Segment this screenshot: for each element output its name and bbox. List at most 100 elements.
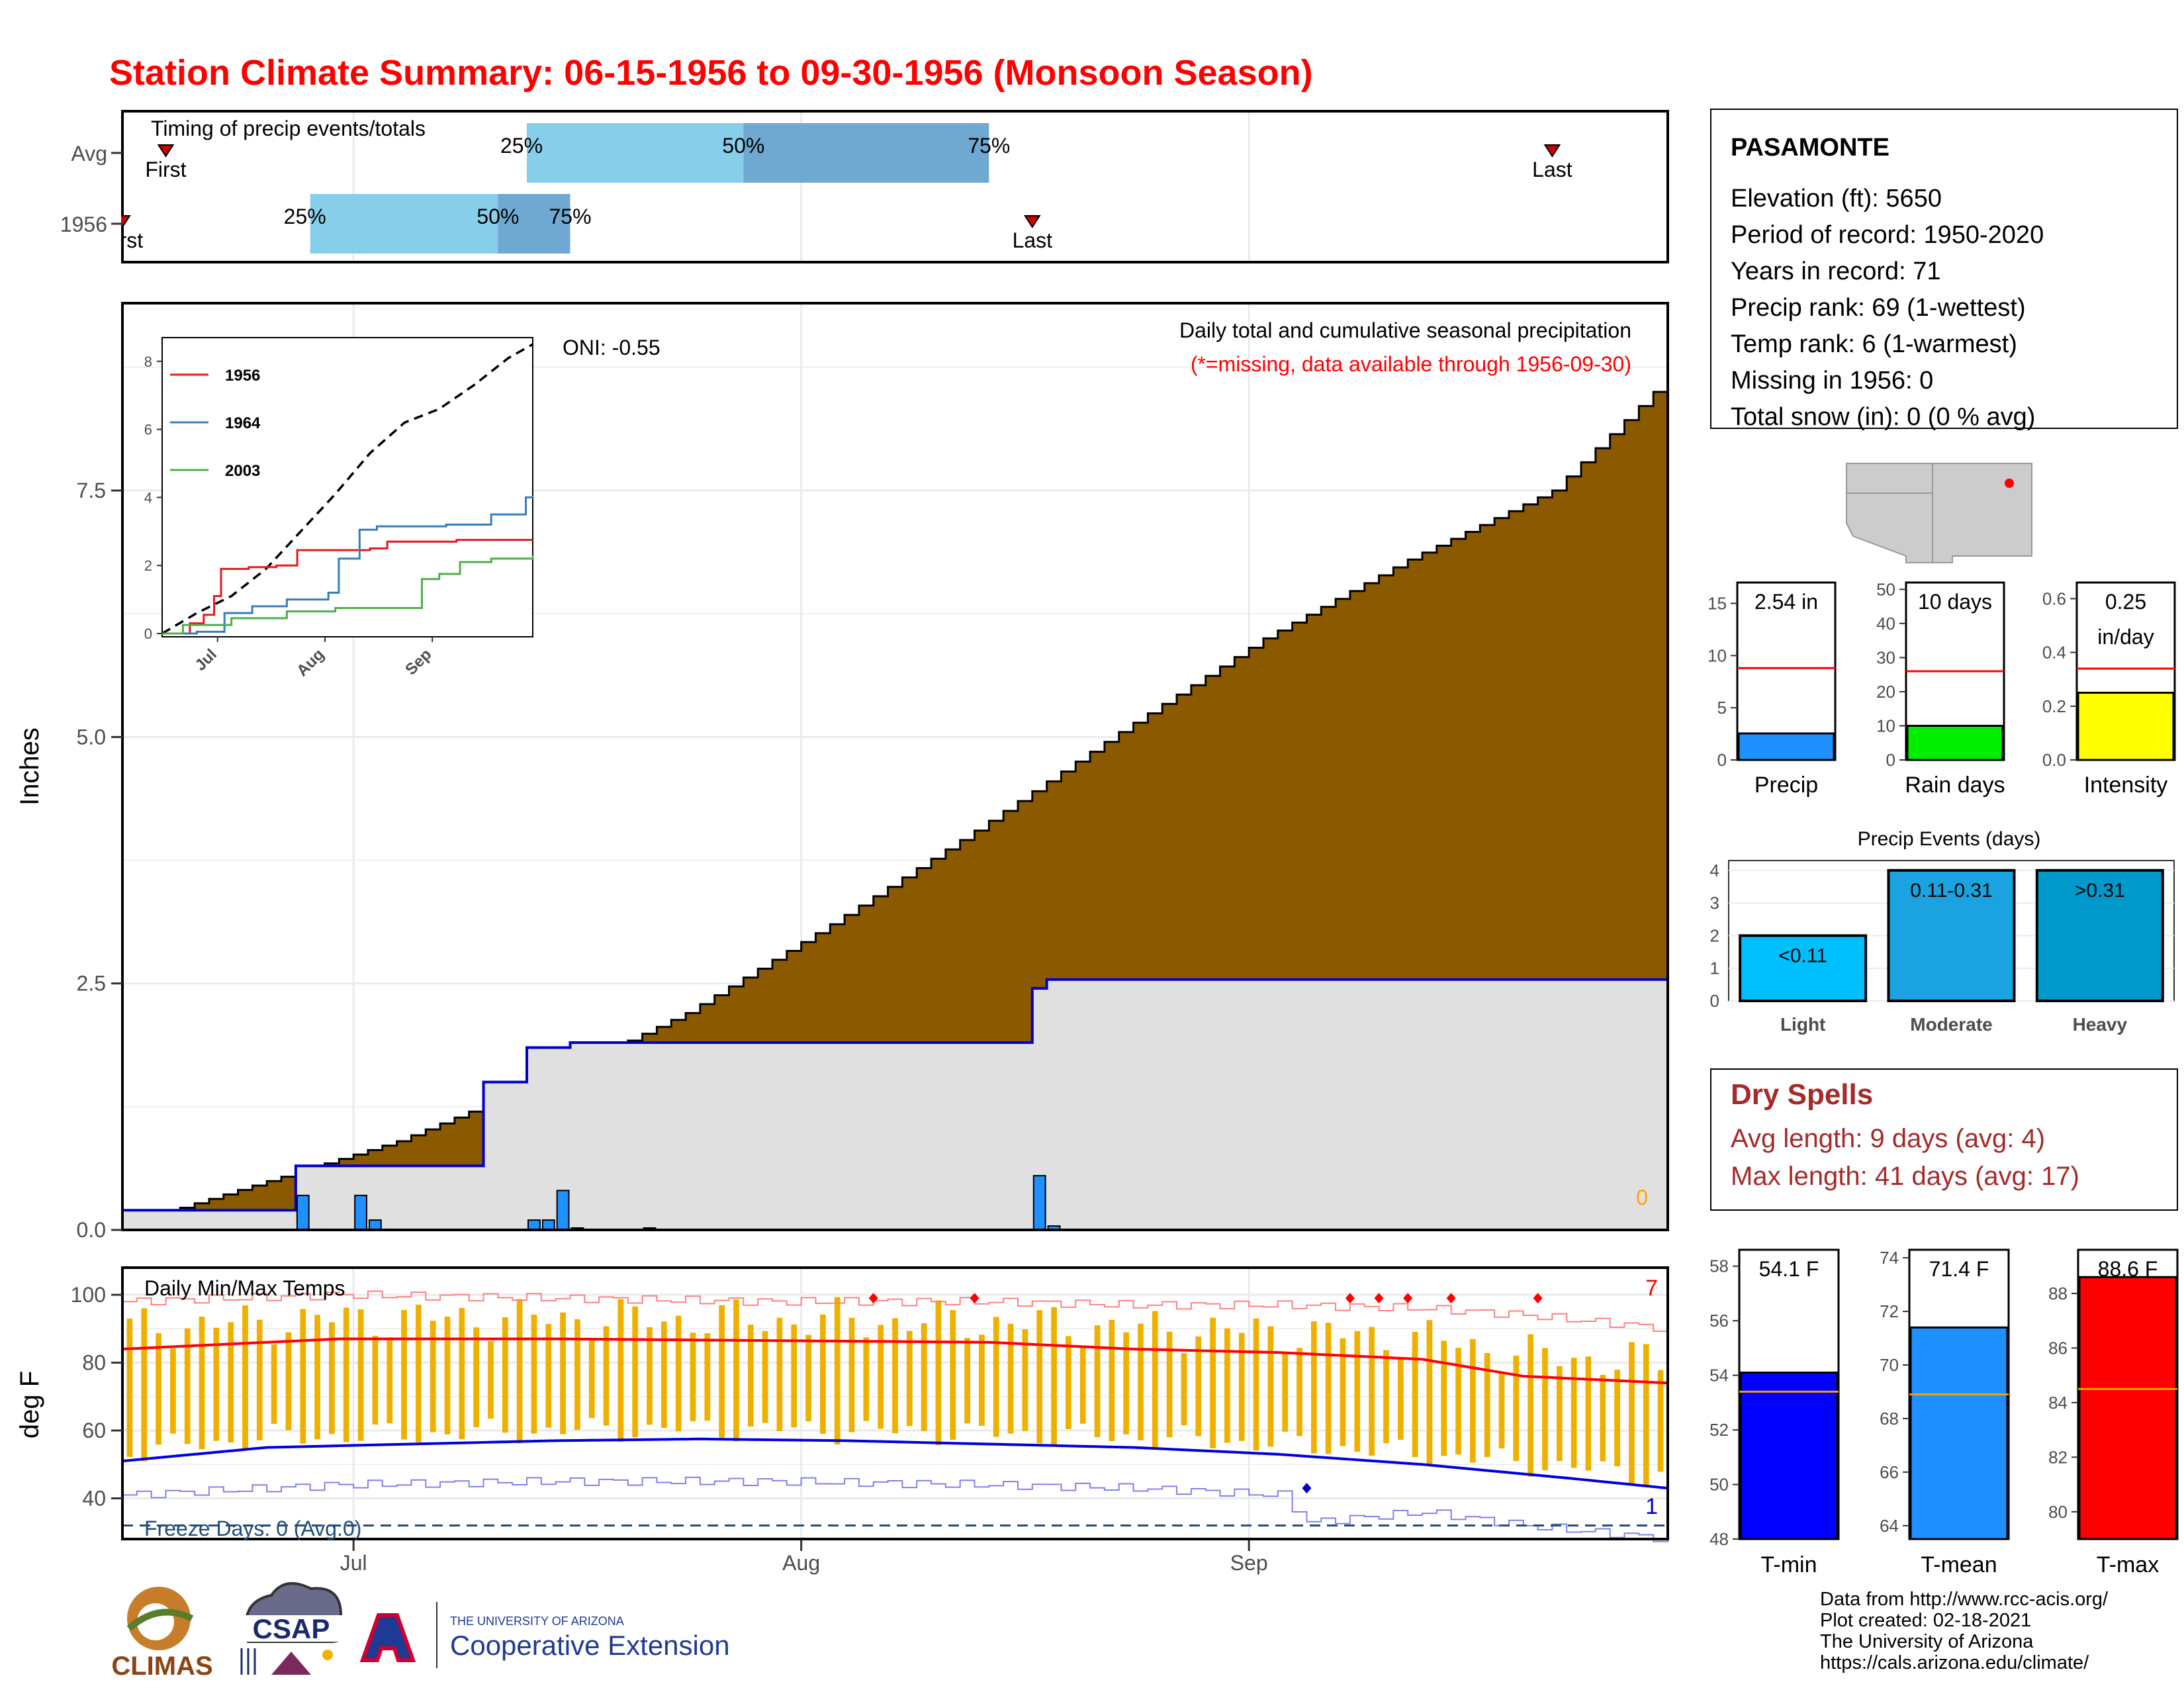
- inset-legend-label: 1964: [225, 414, 261, 432]
- daily-temp-range-bar: [242, 1305, 248, 1451]
- record-high-marker: [1374, 1293, 1384, 1304]
- year-cumulative-area: [121, 978, 1669, 1231]
- daily-precip-bar: [527, 1219, 541, 1231]
- temp-summary-ytick-label: 68: [1880, 1409, 1899, 1429]
- summary-bar-ytick-label: 10: [1707, 645, 1727, 665]
- timing-row-label: Avg: [71, 142, 107, 165]
- timing-q50-q75-bar: [498, 194, 570, 254]
- daily-temp-range-bar: [1195, 1336, 1202, 1436]
- precip-event-bar: [2035, 868, 2164, 1002]
- daily-precip-bar: [1032, 1175, 1046, 1231]
- temp-summary-ytick-label: 72: [1880, 1301, 1899, 1321]
- record-high-marker: [1533, 1293, 1543, 1304]
- ua-big-text: Cooperative Extension: [450, 1630, 730, 1661]
- daily-temp-range-bar: [863, 1337, 870, 1421]
- daily-temp-range-bar: [213, 1327, 220, 1441]
- summary-bar-ytick-label: 0.0: [2042, 750, 2066, 770]
- events-ytick-label: 0: [1710, 991, 1719, 1011]
- daily-temp-range-bar: [660, 1321, 667, 1429]
- precip-ytick-label: 7.5: [77, 479, 106, 502]
- avg-tmin-line: [122, 1437, 1668, 1490]
- daily-temp-range-bar: [1527, 1334, 1534, 1477]
- daily-temp-range-bar: [993, 1317, 999, 1437]
- daily-temp-range-bar: [791, 1324, 797, 1428]
- record-high-marker: [1345, 1293, 1355, 1304]
- precip-ylabel: Inches: [15, 727, 44, 806]
- daily-temp-range-bar: [1397, 1358, 1404, 1440]
- temp-summary-ytick-label: 58: [1709, 1256, 1729, 1276]
- temp-summary-ytick-label: 84: [2048, 1393, 2068, 1413]
- record-high-marker: [970, 1293, 979, 1304]
- daily-temp-range-bar: [892, 1318, 898, 1434]
- daily-temp-range-bar: [820, 1314, 826, 1434]
- summary-bar-value: [1737, 732, 1835, 761]
- daily-temp-range-bar: [1282, 1352, 1289, 1432]
- summary-bar-ytick-label: 30: [1876, 647, 1895, 667]
- timing-q25-q50-bar: [527, 123, 744, 183]
- inset-1956-line: [162, 539, 533, 635]
- daily-temp-range-bar: [1094, 1325, 1101, 1437]
- daily-temp-range-bar: [979, 1335, 985, 1427]
- timing-q75-label: 75%: [968, 134, 1010, 158]
- daily-temp-range-bar: [156, 1333, 161, 1445]
- temp-summary-value-label: 71.4 F: [1929, 1257, 1989, 1281]
- daily-temp-range-bar: [387, 1337, 393, 1424]
- daily-temp-range-bar: [1210, 1317, 1216, 1448]
- summary-bar-ytick-label: 0.2: [2042, 696, 2066, 716]
- dry-spells-avg: Avg length: 9 days (avg: 4): [1731, 1124, 2045, 1153]
- station-name: PASAMONTE: [1731, 134, 1889, 162]
- temp-summary-ytick-label: 56: [1709, 1311, 1729, 1331]
- summary-bar-ytick-label: 5: [1717, 698, 1727, 718]
- temp-summary-label: T-max: [2097, 1552, 2159, 1577]
- csap-logo: CSAP: [235, 1582, 347, 1675]
- daily-temp-range-bar: [1007, 1323, 1014, 1434]
- daily-temp-range-bar: [1455, 1348, 1461, 1455]
- daily-temp-range-bar: [1310, 1321, 1317, 1454]
- daily-temp-range-bar: [1181, 1353, 1187, 1426]
- temp-panel: 40 60 80 100 Daily Min/Max Temps deg F Free…: [15, 1266, 1669, 1542]
- events-ytick-label: 1: [1710, 959, 1719, 978]
- avg-tmax-line: [122, 1337, 1668, 1385]
- daily-temp-range-bar: [1369, 1327, 1375, 1456]
- daily-temp-range-bar: [834, 1297, 841, 1445]
- record-high-marker: [1446, 1293, 1456, 1304]
- station-info-line: Precip rank: 69 (1-wettest): [1731, 294, 2026, 322]
- timing-first-label: First: [145, 158, 186, 181]
- daily-temp-range-bar: [1109, 1319, 1115, 1441]
- timing-q50-label: 50%: [722, 134, 764, 158]
- daily-temp-range-bar: [1138, 1323, 1144, 1440]
- events-ytick-label: 3: [1710, 893, 1719, 913]
- record-high-marker: [1403, 1293, 1413, 1304]
- daily-temp-range-bar: [632, 1306, 639, 1438]
- daily-temp-range-bar: [1412, 1331, 1418, 1458]
- timing-first-marker: [157, 144, 175, 158]
- credit-line: Data from http://www.rcc-acis.org/: [1820, 1589, 2109, 1610]
- daily-temp-range-bar: [1340, 1338, 1346, 1446]
- temp-summary-ytick-label: 88: [2048, 1284, 2068, 1303]
- precip-event-bar-label: >0.31: [2075, 880, 2125, 902]
- daily-temp-range-bar: [1297, 1348, 1302, 1436]
- temp-title: Daily Min/Max Temps: [144, 1276, 345, 1300]
- temp-summary-ytick-label: 50: [1709, 1475, 1729, 1495]
- summary-bar-label: Intensity: [2084, 773, 2168, 798]
- daily-temp-range-bar: [1079, 1346, 1086, 1424]
- temp-xtick-label: Aug: [782, 1551, 820, 1575]
- daily-temp-range-bar: [300, 1309, 306, 1444]
- timing-panel: Timing of precip events/totals Avg 25% 50%…: [60, 110, 1669, 263]
- temp-ytick-label: 80: [82, 1351, 106, 1375]
- daily-temp-range-bar: [1470, 1338, 1476, 1463]
- daily-temp-range-bar: [228, 1322, 234, 1443]
- daily-temp-range-bar: [1383, 1350, 1389, 1444]
- station-info-line: Temp rank: 6 (1-warmest): [1731, 330, 2017, 358]
- temp-summary-value-label: 88.6 F: [2098, 1257, 2158, 1281]
- precip-event-bar-label: <0.11: [1778, 945, 1827, 966]
- dry-spells-box: Dry Spells Avg length: 9 days (avg: 4) M…: [1710, 1068, 2178, 1211]
- daily-temp-range-bar: [444, 1316, 451, 1434]
- daily-temp-range-bar: [1484, 1352, 1490, 1458]
- daily-temp-range-bar: [747, 1325, 754, 1427]
- temp-summary-ytick-label: 80: [2048, 1502, 2068, 1522]
- temp-xtick-label: Sep: [1230, 1551, 1268, 1575]
- timing-last-label: Last: [1532, 158, 1572, 181]
- temp-summary-ytick-label: 86: [2048, 1338, 2068, 1358]
